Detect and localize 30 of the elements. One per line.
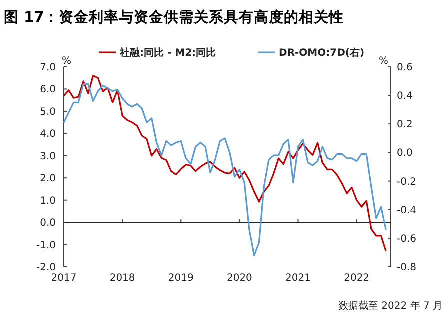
chart-title: 图 17：资金利率与资金供需关系具有高度的相关性 [4,8,344,26]
text: 数据截至 2022 年 7 月 [338,300,443,312]
y-tick-label: 3.0 [40,151,56,162]
x-tick-label: 2017 [51,273,77,284]
y-tick-label: 5.0 [40,106,56,118]
y2-tick-label: -0.2 [397,176,417,188]
y-tick-label: 4.0 [40,129,56,140]
y2-tick-label: 0.0 [397,148,413,160]
y2-tick-label: -0.4 [397,205,417,216]
y2-tick-label: -0.6 [397,234,417,245]
y-tick-label: -1.0 [36,240,56,252]
y2-tick-label: 0.2 [397,120,413,131]
x-tick-label: 2021 [286,273,311,284]
legend-label: DR-OMO:7D(右) [279,47,365,59]
x-tick-label: 2020 [226,273,252,284]
y-axis-title: % [62,56,72,67]
legend-label: 社融:同比 - M2:同比 [119,47,216,59]
y-tick-label: 2.0 [40,174,56,185]
y-tick-label: 7.0 [40,62,56,74]
y-tick-label: -2.0 [36,262,56,274]
y2-tick-label: 0.6 [397,62,413,74]
y-tick-label: 0.0 [40,218,56,230]
y2-tick-label: 0.4 [397,91,413,102]
y-tick-label: 1.0 [40,196,56,207]
x-tick-label: 2018 [110,273,136,284]
y2-axis-title: % [379,56,389,67]
x-tick-label: 2022 [344,273,370,284]
y-tick-label: 6.0 [40,84,56,96]
y2-tick-label: -0.8 [397,262,417,274]
x-tick-label: 2019 [168,273,194,284]
